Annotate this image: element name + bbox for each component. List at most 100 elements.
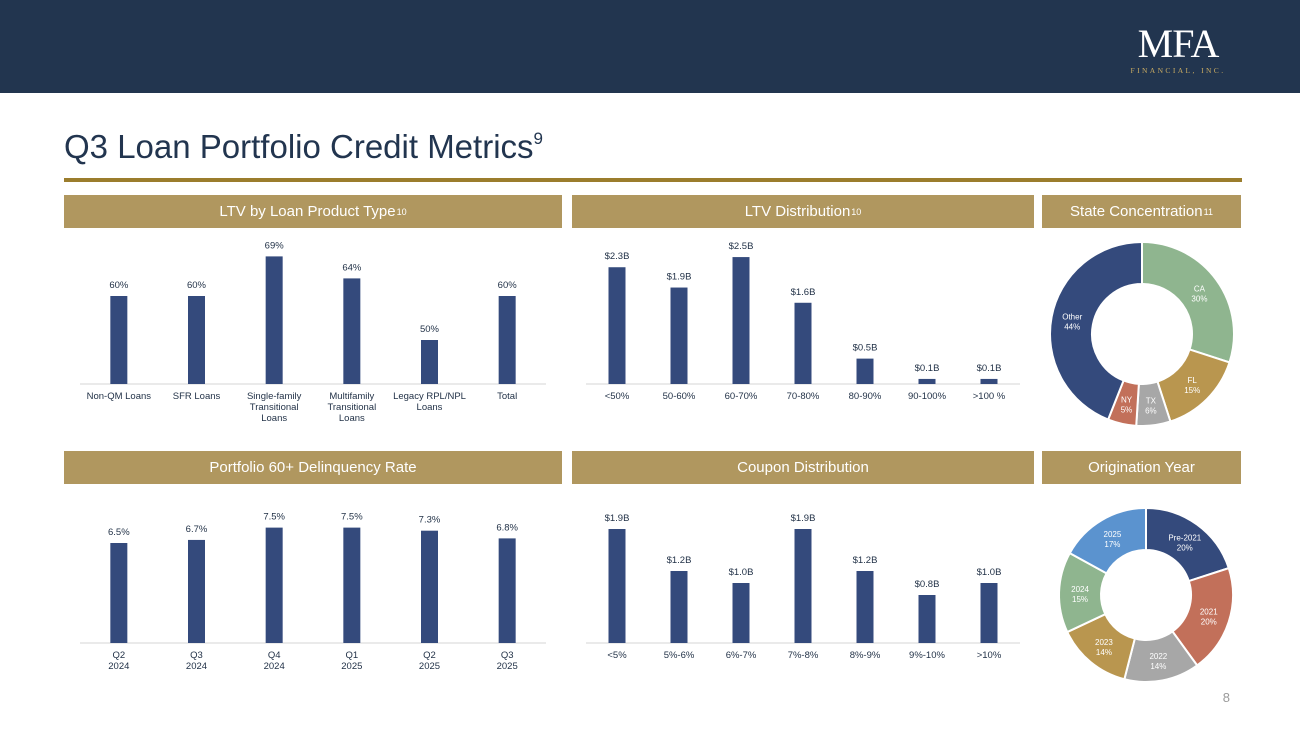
data-label: $1.2B — [667, 555, 692, 566]
slice-label: 2022 — [1149, 652, 1167, 661]
panel-header-origination: Origination Year — [1042, 451, 1241, 484]
tick-label: <50% — [605, 391, 630, 402]
data-label: $0.1B — [977, 363, 1002, 374]
tick-label: 6%-7% — [726, 650, 757, 661]
panel-title: State Concentration — [1070, 203, 1203, 220]
tick-label: Transitional — [327, 402, 376, 413]
data-label: 7.5% — [263, 512, 285, 523]
page-title-footnote: 9 — [533, 129, 543, 148]
bar — [343, 278, 361, 384]
tick-label: 2024 — [186, 661, 207, 672]
bar — [265, 527, 283, 643]
pie-slice — [1141, 240, 1235, 364]
pie-slice — [1068, 506, 1147, 575]
slice-label: 2025 — [1104, 530, 1122, 539]
tick-label: <5% — [607, 650, 627, 661]
slice-label: NY — [1121, 395, 1133, 404]
origination-year-chart: Pre-202120%202120%202214%202314%202415%2… — [1058, 506, 1234, 683]
tick-label: Loans — [339, 413, 365, 424]
slice-value: 15% — [1072, 595, 1088, 604]
bar — [421, 340, 438, 384]
tick-label: SFR Loans — [173, 391, 221, 402]
bar — [110, 296, 128, 384]
data-label: 60% — [187, 280, 207, 291]
tick-label: 5%-6% — [664, 650, 695, 661]
bar — [918, 378, 936, 384]
slice-value: 20% — [1201, 617, 1217, 626]
tick-label: 2025 — [341, 661, 362, 672]
tick-label: Loans — [261, 413, 287, 424]
data-label: 60% — [498, 280, 518, 291]
bar — [608, 267, 626, 384]
panel-title: Origination Year — [1088, 459, 1195, 476]
tick-label: 80-90% — [849, 391, 882, 402]
bar — [670, 571, 688, 643]
data-label: $0.1B — [915, 363, 940, 374]
panel-title: LTV Distribution — [744, 203, 851, 220]
panel-header-delinquency: Portfolio 60+ Delinquency Rate — [64, 451, 562, 484]
tick-label: 2025 — [497, 661, 518, 672]
data-label: $2.3B — [605, 251, 630, 262]
tick-label: Q3 — [501, 650, 514, 661]
bar — [732, 257, 750, 384]
data-label: $1.2B — [853, 555, 878, 566]
tick-label: 7%-8% — [788, 650, 819, 661]
slice-label: 2024 — [1071, 585, 1089, 594]
tick-label: Non-QM Loans — [87, 391, 152, 402]
bar — [794, 302, 812, 384]
data-label: $1.9B — [667, 272, 692, 283]
panel-footnote: 10 — [851, 206, 862, 217]
coupon-distribution-chart: $1.9B <5% $1.2B 5%-6% $1.0B 6%-7% $1.9B 7%-8% $1… — [586, 513, 1020, 661]
company-logo: MFA FINANCIAL, INC. — [1118, 24, 1238, 76]
bar — [265, 256, 283, 384]
slice-value: 30% — [1191, 294, 1207, 303]
data-label: 69% — [265, 240, 285, 251]
data-label: $0.5B — [853, 343, 878, 354]
data-label: 50% — [420, 324, 440, 335]
slice-label: TX — [1146, 396, 1157, 405]
data-label: $0.8B — [915, 579, 940, 590]
panel-footnote: 11 — [1203, 206, 1213, 217]
panel-title: LTV by Loan Product Type — [219, 203, 396, 220]
panel-title: Portfolio 60+ Delinquency Rate — [209, 459, 417, 476]
ltv-by-product-chart: 60% Non-QM Loans 60% SFR Loans 69% Single-fam… — [80, 240, 546, 424]
page-title: Q3 Loan Portfolio Credit Metrics9 — [64, 128, 543, 166]
delinquency-rate-chart: 6.5%Q220246.7%Q320247.5%Q420247.5%Q12025… — [80, 512, 546, 672]
tick-label: 60-70% — [725, 391, 758, 402]
bar — [188, 296, 205, 384]
slice-label: Pre-2021 — [1168, 534, 1201, 543]
slice-value: 6% — [1145, 406, 1157, 415]
logo-subtitle: FINANCIAL, INC. — [1130, 66, 1226, 75]
slice-value: 20% — [1177, 544, 1193, 553]
bar — [110, 543, 128, 643]
tick-label: Q4 — [268, 650, 281, 661]
bar — [343, 527, 361, 643]
tick-label: >100 % — [973, 391, 1006, 402]
data-label: $1.9B — [605, 513, 630, 524]
data-label: $1.9B — [791, 513, 816, 524]
bar — [980, 583, 998, 643]
bar — [918, 595, 936, 643]
data-label: 60% — [109, 280, 129, 291]
tick-label: 90-100% — [908, 391, 947, 402]
tick-label: 70-80% — [787, 391, 820, 402]
bar — [980, 378, 998, 384]
panel-header-state-concentration: State Concentration 11 — [1042, 195, 1241, 228]
data-label: 7.5% — [341, 512, 363, 523]
data-label: 6.5% — [108, 527, 130, 538]
tick-label: Q2 — [423, 650, 436, 661]
bar — [794, 529, 812, 643]
tick-label: >10% — [977, 650, 1002, 661]
tick-label: Legacy RPL/NPL — [393, 391, 466, 402]
panel-header-ltv-distribution: LTV Distribution 10 — [572, 195, 1034, 228]
tick-label: Q2 — [112, 650, 125, 661]
panel-header-ltv-product: LTV by Loan Product Type 10 — [64, 195, 562, 228]
slice-label: CA — [1194, 284, 1206, 293]
tick-label: 9%-10% — [909, 650, 945, 661]
bar — [498, 538, 516, 643]
data-label: 6.8% — [496, 522, 518, 533]
tick-label: Q1 — [345, 650, 358, 661]
tick-label: 8%-9% — [850, 650, 881, 661]
ltv-distribution-chart: $2.3B <50% $1.9B 50-60% $2.5B 60-70% $1.6B 70-8… — [586, 241, 1020, 402]
